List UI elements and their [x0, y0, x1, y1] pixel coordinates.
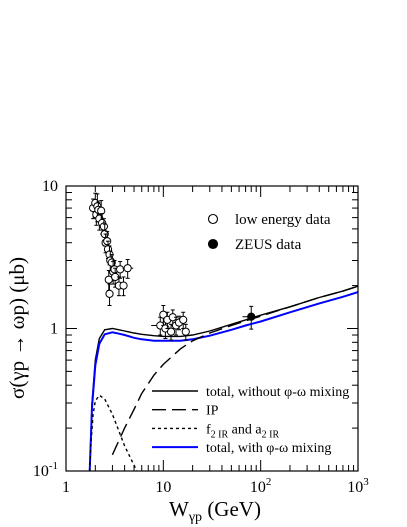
legend-label: f2 IR and a2 IR — [206, 422, 279, 440]
legend-label-part: and a — [228, 422, 262, 437]
legend-markers: low energy data ZEUS data — [207, 212, 331, 253]
legend-marker — [207, 213, 219, 225]
legend-label: ZEUS data — [235, 237, 302, 253]
plot-area — [88, 192, 358, 471]
y-tick-label: 10 — [42, 178, 58, 195]
legend-label: total, without φ-ω mixing — [206, 385, 349, 400]
y-tick-label-base: 10 — [42, 178, 58, 195]
low-energy-data-point — [105, 289, 114, 298]
legend-label: total, with φ-ω mixing — [206, 441, 331, 456]
x-tick-label-base: 10 — [347, 479, 363, 496]
y-tick-label-base: 10 — [33, 463, 49, 480]
low-energy-data-point — [166, 327, 176, 336]
low-energy-data-point — [97, 206, 106, 215]
legend-label-part: 2 IR — [262, 429, 280, 440]
x-tick-label-base: 10 — [250, 479, 266, 496]
series-line — [111, 285, 358, 456]
x-axis: 1 10 102 103 — [62, 186, 369, 496]
legend-label: low energy data — [235, 212, 331, 228]
legend-label-part: 2 IR — [211, 429, 229, 440]
x-tick-label: 103 — [347, 476, 369, 496]
low-energy-data-point — [179, 315, 188, 324]
low-energy-data-point — [123, 264, 132, 273]
legend-label-part: f — [206, 422, 211, 437]
x-tick-label-base: 1 — [62, 479, 70, 496]
y-tick-label: 1 — [50, 321, 58, 338]
low-energy-data-point — [116, 265, 125, 274]
x-tick-label: 10 — [155, 479, 171, 496]
zeus-data-point — [247, 312, 256, 321]
x-tick-label: 1 — [62, 479, 70, 496]
x-axis-label: Wγp (GeV) — [169, 497, 261, 525]
series-line — [88, 291, 358, 471]
y-tick-label-base: 1 — [50, 321, 58, 338]
y-tick-label: 10-1 — [33, 460, 58, 480]
x-tick-label-exp: 3 — [363, 476, 369, 488]
low-energy-data-point — [119, 281, 128, 290]
legend-marker — [207, 238, 219, 250]
low-energy-data-point — [181, 327, 190, 336]
x-tick-label-base: 10 — [155, 479, 171, 496]
y-tick-label-exp: -1 — [49, 460, 58, 472]
y-axis-label: σ(γp → ωp) (μb) — [5, 257, 29, 399]
x-tick-label: 102 — [250, 476, 272, 496]
x-tick-label-exp: 2 — [266, 476, 272, 488]
legend-label: IP — [206, 404, 219, 419]
